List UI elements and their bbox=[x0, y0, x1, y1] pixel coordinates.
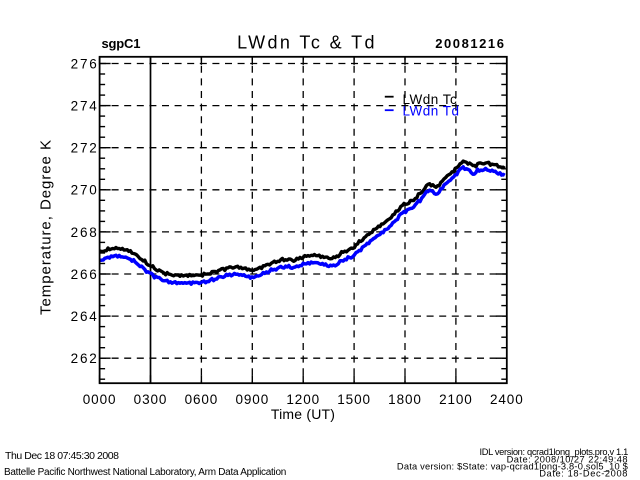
svg-text:0900: 0900 bbox=[235, 392, 269, 407]
svg-text:0600: 0600 bbox=[185, 392, 219, 407]
svg-text:Battelle Pacific Northwest Nat: Battelle Pacific Northwest National Labo… bbox=[4, 467, 286, 478]
svg-text:LWdn Tc: LWdn Tc bbox=[403, 92, 458, 107]
svg-text:274: 274 bbox=[71, 99, 99, 114]
svg-text:IDL version: qcrad1long_plots.: IDL version: qcrad1long_plots.pro,v 1.1 bbox=[479, 447, 628, 457]
svg-text:266: 266 bbox=[71, 267, 99, 282]
svg-text:20081216: 20081216 bbox=[435, 36, 505, 51]
svg-text:0300: 0300 bbox=[134, 392, 168, 407]
svg-text:LWdn Td: LWdn Td bbox=[403, 103, 460, 118]
svg-text:1500: 1500 bbox=[337, 392, 371, 407]
svg-text:Temperature, Degree K: Temperature, Degree K bbox=[38, 139, 55, 315]
svg-text:1200: 1200 bbox=[286, 392, 320, 407]
svg-text:268: 268 bbox=[71, 225, 99, 240]
svg-text:LWdn Tc & Td: LWdn Tc & Td bbox=[237, 33, 377, 53]
svg-text:270: 270 bbox=[71, 183, 99, 198]
svg-text:1800: 1800 bbox=[388, 392, 422, 407]
svg-text:264: 264 bbox=[71, 309, 99, 324]
svg-text:sgpC1: sgpC1 bbox=[102, 36, 141, 51]
svg-text:262: 262 bbox=[71, 351, 99, 366]
svg-text:2100: 2100 bbox=[439, 392, 473, 407]
svg-text:Date: 2008/10/27 22:49:48: Date: 2008/10/27 22:49:48 bbox=[507, 454, 628, 464]
svg-text:Thu Dec 18 07:45:30 2008: Thu Dec 18 07:45:30 2008 bbox=[5, 450, 119, 462]
svg-text:Data version: $State: vap-qcra: Data version: $State: vap-qcrad1long-3.8… bbox=[397, 462, 629, 472]
svg-text:Time (UT): Time (UT) bbox=[271, 406, 335, 422]
svg-text:272: 272 bbox=[71, 141, 99, 156]
svg-text:Date: 18-Dec-2008: Date: 18-Dec-2008 bbox=[539, 469, 628, 479]
svg-text:2400: 2400 bbox=[490, 392, 524, 407]
svg-text:0000: 0000 bbox=[83, 392, 117, 407]
svg-text:276: 276 bbox=[71, 56, 99, 71]
